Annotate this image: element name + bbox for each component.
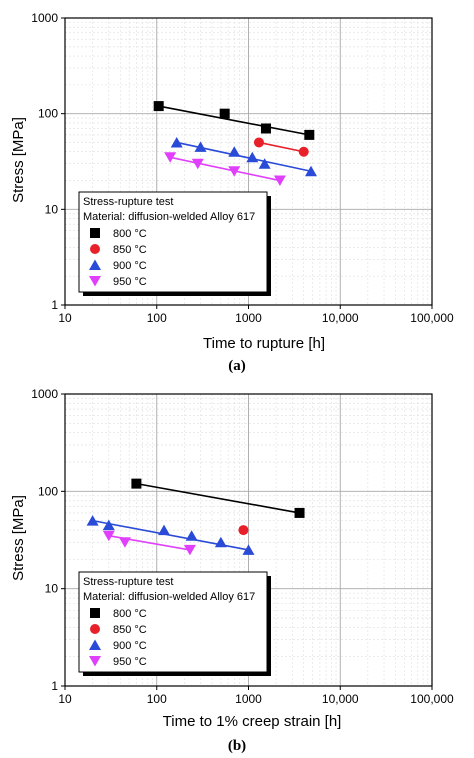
chart-a-x-tick-label: 1000 [235,311,262,325]
chart-b-legend-label-800-c: 800 °C [113,608,147,620]
chart-b-legend-marker-900-c [89,639,101,650]
chart-b-y-tick-label: 1000 [31,387,58,401]
chart-b-point-950-c [183,544,196,556]
chart-b-x-tick-label: 10 [58,692,72,706]
chart-b-point-800-c [131,478,142,489]
chart-a-legend-marker-900-c [89,259,101,270]
chart-a-legend-label-850-c: 850 °C [113,244,147,256]
chart-a-y-tick-label: 100 [38,107,58,121]
chart-b-point-900-c [242,544,255,555]
chart-a-legend-label-800-c: 800 °C [113,228,147,240]
chart-b-y-tick-label: 10 [45,582,59,596]
chart-b-legend-box [78,571,268,673]
chart-a-fit-line-800-c [158,105,310,136]
chart-a-fit-line-950-c [169,156,281,182]
chart-a-point-800-c [219,108,230,119]
chart-a-fit-line-850-c [258,141,304,153]
chart-b-legend-label-950-c: 950 °C [113,656,147,668]
chart-b-fit-line-800-c [136,482,300,514]
chart-a-point-900-c [246,151,259,163]
chart-a-point-800-c [304,129,315,140]
chart-b-legend-subtitle: Material: diffusion-welded Alloy 617 [83,591,255,603]
chart-b-point-900-c [185,530,198,541]
chart-b-x-tick-label: 1000 [235,692,262,706]
chart-a-y-tick-label: 10 [45,202,59,216]
chart-b-legend-title: Stress-rupture test [83,576,173,588]
chart-b-x-tick-label: 100,000 [410,692,454,706]
chart-a-point-900-c [228,146,241,157]
chart-a-legend-marker-950-c [89,276,101,287]
chart-a-y-axis-label: Stress [MPa] [10,117,27,203]
chart-b-point-850-c [238,525,249,536]
chart-a-point-900-c [170,136,183,148]
chart-a-point-950-c [273,175,286,187]
chart-a-legend-subtitle: Material: diffusion-welded Alloy 617 [83,211,255,223]
chart-b-caption: (b) [228,738,246,754]
chart-a-x-tick-label: 10 [58,311,72,325]
chart-a-caption: (a) [228,358,246,374]
chart-a-legend-label-900-c: 900 °C [113,260,147,272]
chart-a-x-tick-label: 10,000 [322,311,359,325]
chart-a-point-800-c [260,123,271,134]
chart-b: Stress-rupture test Material: diffusion-w… [10,387,454,754]
chart-b-legend-marker-950-c [89,656,101,667]
chart-b-point-950-c [102,530,115,542]
chart-a-point-800-c [153,101,164,112]
chart-a-point-950-c [164,152,177,163]
chart-b-point-900-c [102,519,115,531]
chart-b-legend-marker-800-c [90,608,100,618]
chart-b-point-950-c [118,537,131,548]
chart-a-legend-marker-850-c [90,244,100,254]
chart-b-point-900-c [214,536,227,548]
chart-b-legend: Stress-rupture test Material: diffusion-w… [78,571,271,676]
chart-b-legend-marker-850-c [90,624,100,634]
chart-b-y-axis-label: Stress [MPa] [10,495,27,581]
chart-b-x-axis-label: Time to 1% creep strain [h] [163,713,342,730]
chart-a-legend: Stress-rupture test Material: diffusion-w… [78,191,271,296]
chart-a-y-tick-label: 1000 [31,11,58,25]
chart-b-y-tick-label: 100 [38,484,58,498]
chart-a-x-tick-label: 100 [147,311,167,325]
chart-b-point-900-c [86,515,99,526]
chart-b-markers [86,478,305,556]
chart-a-legend-box [78,191,268,293]
chart-a-point-950-c [228,166,241,177]
chart-a-x-tick-label: 100,000 [410,311,454,325]
chart-a-legend-label-950-c: 950 °C [113,276,147,288]
chart-a-markers [153,101,318,187]
chart-b-legend-label-850-c: 850 °C [113,624,147,636]
chart-a-legend-marker-800-c [90,228,100,238]
chart-a: Stress-rupture test Material: diffusion-w… [10,11,454,374]
chart-a-legend-title: Stress-rupture test [83,196,173,208]
chart-a-point-850-c [298,146,309,157]
chart-b-x-tick-label: 100 [147,692,167,706]
chart-b-legend-label-900-c: 900 °C [113,640,147,652]
chart-a-point-950-c [191,158,204,170]
chart-b-x-tick-label: 10,000 [322,692,359,706]
chart-b-y-tick-label: 1 [51,679,58,693]
chart-a-point-900-c [258,158,271,169]
chart-b-point-800-c [294,507,305,518]
chart-a-y-tick-label: 1 [51,298,58,312]
chart-a-point-900-c [305,165,318,177]
chart-a-point-900-c [194,141,207,152]
chart-a-point-850-c [253,137,264,148]
chart-b-point-900-c [158,524,171,536]
chart-a-x-axis-label: Time to rupture [h] [203,335,325,352]
